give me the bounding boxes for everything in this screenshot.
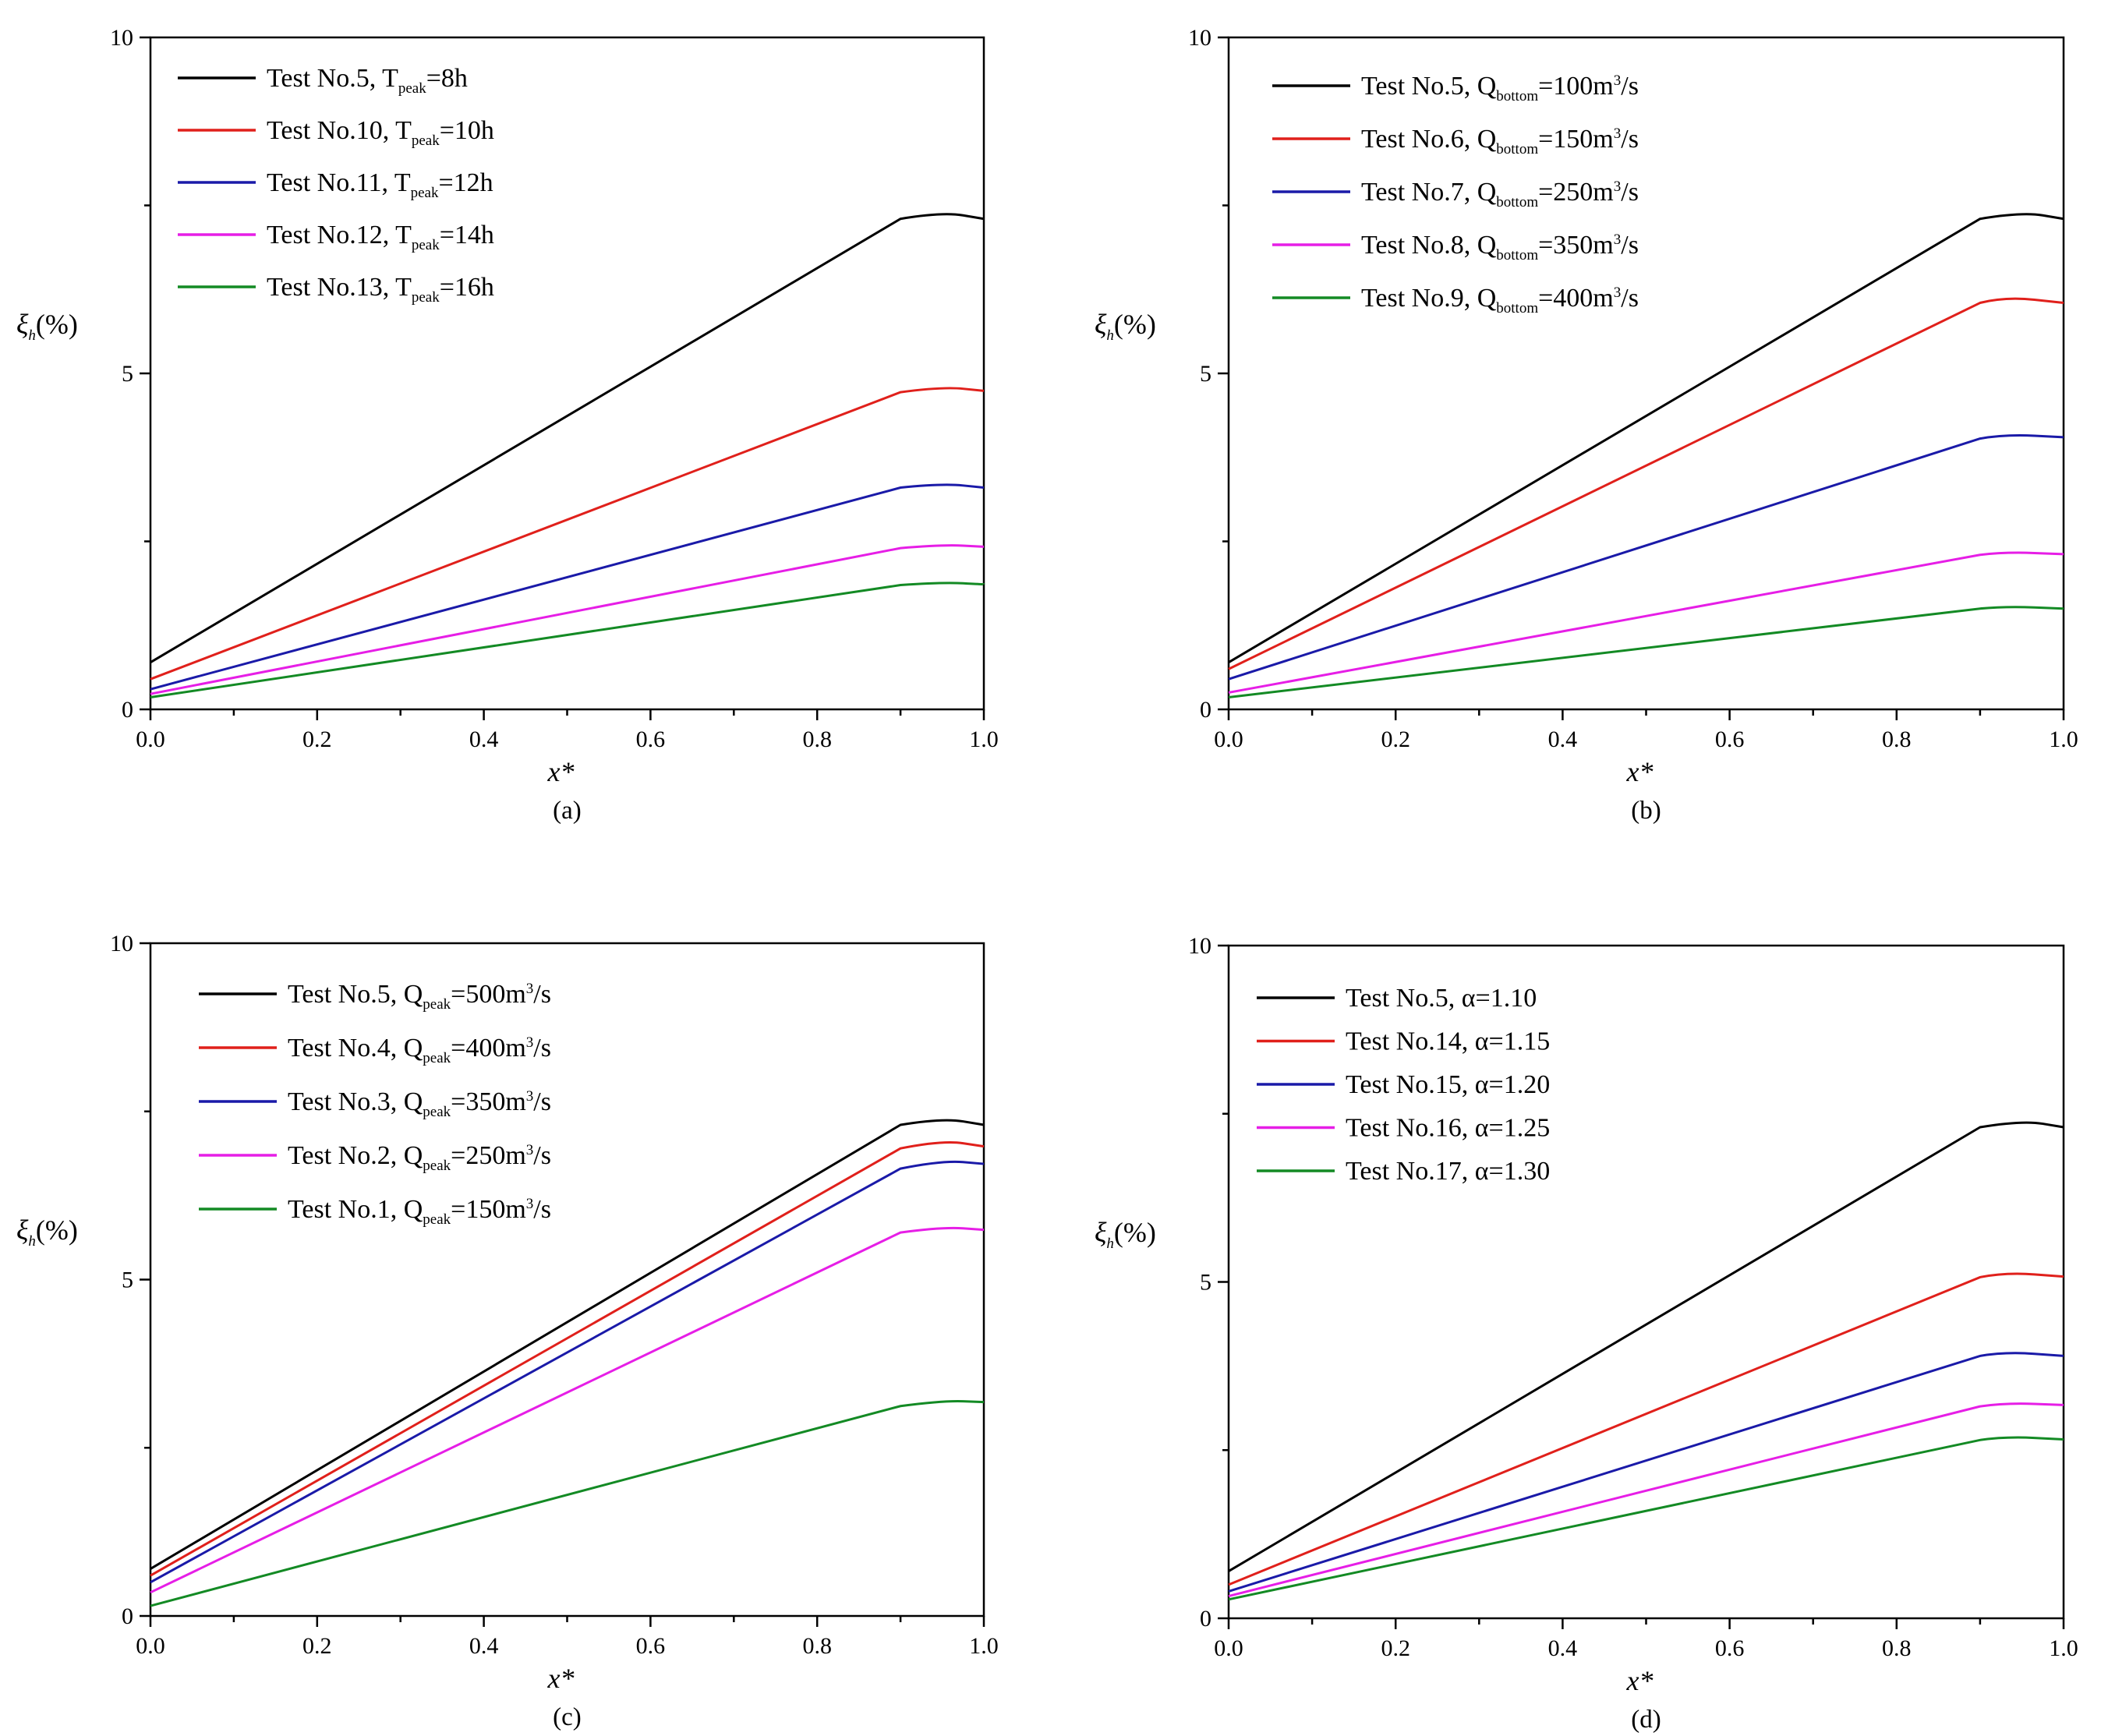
panel-label: (b)	[1631, 797, 1661, 825]
x-tick-label: 1.0	[969, 1633, 999, 1659]
y-tick-label: 0	[1200, 697, 1211, 723]
x-tick-label: 0.4	[1548, 1635, 1578, 1661]
series-line-1	[1228, 1121, 2064, 1572]
legend-entry: Test No.5, Qpeak=500m3/s	[288, 980, 551, 1013]
legend-entry: Test No.7, Qbottom=250m3/s	[1361, 178, 1639, 210]
y-tick-label: 5	[122, 1268, 133, 1293]
x-tick-label: 0.2	[1381, 1635, 1410, 1661]
x-tick-label: 0.8	[1882, 1635, 1912, 1661]
series-line-2	[150, 1141, 985, 1577]
legend: Test No.5, Qbottom=100m3/s Test No.6, Qbo…	[1272, 72, 1639, 316]
x-tick-label: 0.8	[1882, 727, 1912, 752]
y-tick-label: 0	[122, 1603, 133, 1629]
x-axis-label: x*	[1626, 1665, 1654, 1696]
legend-entry: Test No.16, α=1.25	[1346, 1114, 1550, 1143]
series-line-5	[1228, 1436, 2064, 1601]
series-line-1	[150, 1119, 985, 1570]
y-tick-label: 0	[1200, 1606, 1211, 1632]
x-tick-label: 0.8	[802, 727, 832, 752]
panel-label: (c)	[553, 1703, 582, 1731]
x-tick-label: 0.0	[1214, 1635, 1243, 1661]
chart-panel-c: 0.0 0.2 0.4 0.6 0.8 1.0 0 5 10 x* ξh(%) (c) Test No.…	[16, 931, 999, 1731]
legend: Test No.5, Tpeak=8h Test No.10, Tpeak=10h…	[178, 64, 494, 306]
y-tick-label: 5	[122, 361, 133, 387]
y-tick-label: 10	[1188, 25, 1211, 51]
legend-entry: Test No.5, Qbottom=100m3/s	[1361, 72, 1639, 104]
legend: Test No.5, Qpeak=500m3/s Test No.4, Qpeak…	[199, 980, 551, 1228]
legend-entry: Test No.10, Tpeak=10h	[267, 116, 494, 149]
y-axis-label: ξh(%)	[16, 309, 78, 344]
series-line-3	[1228, 434, 2064, 681]
chart-panel-d: 0.0 0.2 0.4 0.6 0.8 1.0 0 5 10 x* ξh(%) (d) Test No.…	[1095, 933, 2078, 1734]
x-tick-label: 0.2	[302, 727, 332, 752]
series-line-3	[150, 1160, 985, 1584]
x-tick-label: 0.0	[136, 727, 165, 752]
legend-entry: Test No.15, α=1.20	[1346, 1070, 1550, 1099]
series-line-4	[150, 1226, 985, 1594]
x-tick-label: 0.0	[1214, 727, 1243, 752]
legend-entry: Test No.5, α=1.10	[1346, 984, 1537, 1013]
y-axis-label: ξh(%)	[1095, 1217, 1156, 1252]
x-axis-label: x*	[1626, 756, 1654, 787]
series-line-5	[1228, 606, 2064, 698]
x-tick-label: 0.4	[469, 727, 499, 752]
legend-entry: Test No.1, Qpeak=150m3/s	[288, 1195, 551, 1228]
x-tick-label: 0.4	[1548, 727, 1578, 752]
y-tick-label: 5	[1200, 1270, 1211, 1296]
x-tick-label: 0.6	[636, 1633, 666, 1659]
legend-entry: Test No.9, Qbottom=400m3/s	[1361, 284, 1639, 316]
x-axis-label: x*	[547, 1663, 575, 1694]
legend-entry: Test No.6, Qbottom=150m3/s	[1361, 125, 1639, 157]
series-line-3	[150, 483, 985, 691]
legend-entry: Test No.2, Qpeak=250m3/s	[288, 1141, 551, 1174]
x-tick-label: 0.0	[136, 1633, 165, 1659]
legend-entry: Test No.5, Tpeak=8h	[267, 64, 468, 97]
y-tick-label: 10	[1188, 933, 1211, 959]
series-line-5	[150, 1399, 985, 1607]
series-line-2	[1228, 1272, 2064, 1586]
legend-entry: Test No.14, α=1.15	[1346, 1027, 1550, 1056]
series-line-3	[1228, 1352, 2064, 1593]
x-tick-label: 0.6	[1715, 727, 1745, 752]
x-tick-label: 1.0	[969, 727, 999, 752]
y-tick-label: 5	[1200, 361, 1211, 387]
y-tick-label: 10	[110, 25, 133, 51]
x-axis-label: x*	[547, 756, 575, 787]
series-line-2	[150, 387, 985, 681]
chart-panel-a: 0.0 0.2 0.4 0.6 0.8 1.0 0 5 10 x* ξh(%) (a) Test No.…	[16, 25, 999, 825]
legend-entry: Test No.13, Tpeak=16h	[267, 273, 494, 306]
legend-entry: Test No.4, Qpeak=400m3/s	[288, 1034, 551, 1066]
x-tick-label: 0.2	[302, 1633, 332, 1659]
y-axis-label: ξh(%)	[1095, 309, 1156, 344]
legend-entry: Test No.3, Qpeak=350m3/s	[288, 1087, 551, 1120]
y-tick-label: 10	[110, 931, 133, 956]
panel-label: (d)	[1631, 1706, 1661, 1734]
chart-panel-b: 0.0 0.2 0.4 0.6 0.8 1.0 0 5 10 x* ξh(%) (b) Test No.…	[1095, 25, 2078, 825]
legend-entry: Test No.8, Qbottom=350m3/s	[1361, 231, 1639, 263]
series-line-5	[150, 582, 985, 698]
x-tick-label: 0.6	[1715, 1635, 1745, 1661]
x-tick-label: 1.0	[2049, 727, 2078, 752]
series-line-4	[1228, 1402, 2064, 1597]
x-tick-label: 0.4	[469, 1633, 499, 1659]
x-tick-label: 0.6	[636, 727, 666, 752]
legend-entry: Test No.12, Tpeak=14h	[267, 221, 494, 253]
series-line-4	[150, 544, 985, 695]
legend-entry: Test No.17, α=1.30	[1346, 1157, 1550, 1186]
series-line-1	[150, 213, 985, 663]
series-line-4	[1228, 551, 2064, 694]
series-line-2	[1228, 297, 2064, 670]
panel-label: (a)	[553, 797, 582, 825]
series-line-1	[1228, 213, 2064, 663]
y-axis-label: ξh(%)	[16, 1214, 78, 1250]
legend-entry: Test No.11, Tpeak=12h	[267, 168, 493, 201]
legend: Test No.5, α=1.10 Test No.14, α=1.15 Test …	[1257, 984, 1550, 1186]
plot-frame	[149, 942, 985, 1618]
x-tick-label: 0.8	[802, 1633, 832, 1659]
x-tick-label: 1.0	[2049, 1635, 2078, 1661]
x-tick-label: 0.2	[1381, 727, 1410, 752]
y-tick-label: 0	[122, 697, 133, 723]
